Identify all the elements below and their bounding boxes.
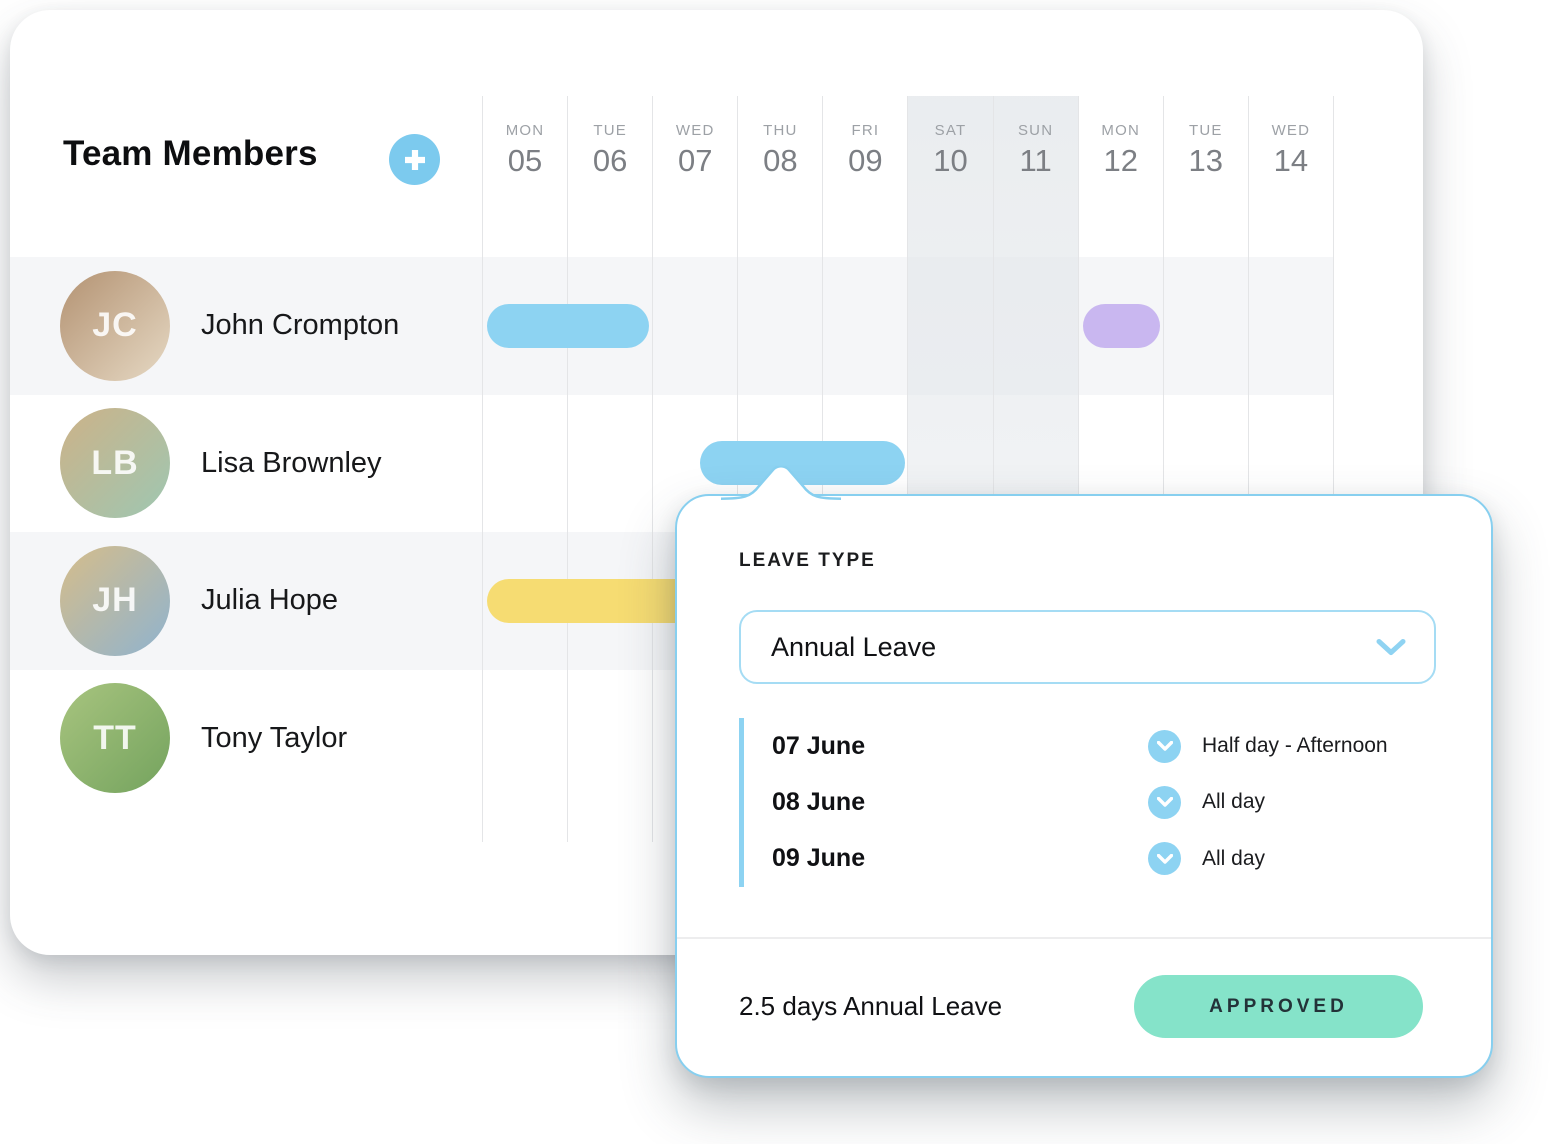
leave-type-label: LEAVE TYPE	[739, 550, 876, 571]
entry-duration-label: All day	[1202, 790, 1266, 814]
member-row: JH Julia Hope	[60, 532, 338, 670]
day-number-label: 08	[763, 143, 798, 178]
day-number-label: 14	[1273, 143, 1309, 178]
day-of-week-label: FRI	[851, 122, 880, 139]
day-of-week-label: THU	[763, 122, 798, 139]
leave-entries: 07 June Half day - Afternoon 08 Ju	[739, 718, 1433, 887]
entry-date: 09 June	[772, 844, 866, 873]
day-number-label: 06	[592, 143, 628, 178]
day-column: WED 07	[652, 96, 737, 842]
day-column: TUE 13	[1162, 96, 1248, 842]
chevron-down-circle-icon	[1148, 729, 1181, 763]
entry-duration-select[interactable]: Half day - Afternoon	[1148, 729, 1388, 763]
avatar: JC	[60, 270, 170, 381]
day-of-week-label: SAT	[934, 122, 967, 139]
entry-duration-select[interactable]: All day	[1148, 785, 1266, 819]
leave-bar-purple[interactable]	[1082, 303, 1160, 348]
day-of-week-label: SUN	[1017, 122, 1054, 139]
day-number-label: 05	[507, 143, 543, 178]
day-of-week-label: MON	[505, 122, 545, 139]
chevron-down-circle-icon	[1148, 785, 1181, 819]
day-number-label: 11	[1019, 143, 1052, 178]
leave-entry-row: 09 June All day	[772, 831, 1433, 887]
leave-type-value: Annual Leave	[771, 631, 937, 662]
day-number-label: 09	[848, 143, 883, 178]
member-name: Lisa Brownley	[201, 446, 382, 479]
chevron-down-circle-icon	[1148, 842, 1181, 876]
popup-divider	[677, 936, 1491, 939]
popup-pointer	[721, 466, 841, 500]
add-member-button[interactable]	[389, 134, 440, 185]
member-name: Tony Taylor	[201, 721, 348, 754]
plus-icon	[404, 149, 425, 170]
day-number-label: 10	[933, 143, 968, 178]
member-name: Julia Hope	[201, 584, 339, 617]
chevron-down-icon	[1376, 639, 1406, 655]
entry-duration-select[interactable]: All day	[1148, 842, 1266, 876]
day-of-week-label: WED	[1271, 122, 1311, 139]
popup-body: LEAVE TYPE Annual Leave 07 June	[677, 496, 1491, 887]
status-approved-badge: APPROVED	[1134, 975, 1423, 1039]
entry-duration-label: Half day - Afternoon	[1202, 734, 1388, 758]
entry-date: 08 June	[772, 787, 866, 816]
day-number-label: 12	[1103, 143, 1138, 178]
leave-type-dropdown[interactable]: Annual Leave	[739, 610, 1436, 684]
leave-details-popup: LEAVE TYPE Annual Leave 07 June	[675, 466, 1493, 1081]
leave-summary: 2.5 days Annual Leave	[739, 991, 1003, 1022]
member-name: John Crompton	[201, 309, 400, 342]
day-column: MON 12	[1077, 96, 1163, 842]
page-title: Team Members	[63, 134, 318, 173]
day-column: TUE 06	[567, 96, 652, 842]
avatar: JH	[60, 545, 170, 656]
day-of-week-label: WED	[675, 122, 715, 139]
popup-footer: 2.5 days Annual Leave APPROVED	[677, 939, 1491, 1081]
day-number-label: 13	[1188, 143, 1224, 178]
avatar: TT	[60, 683, 170, 794]
day-column: MON 05	[482, 96, 567, 842]
member-row: LB Lisa Brownley	[60, 395, 382, 533]
leave-bar-blue[interactable]	[699, 441, 905, 485]
entry-duration-label: All day	[1202, 846, 1266, 870]
member-row: JC John Crompton	[60, 257, 399, 395]
day-of-week-label: MON	[1101, 122, 1140, 139]
entry-date: 07 June	[772, 731, 866, 760]
day-of-week-label: TUE	[593, 122, 627, 139]
member-row: TT Tony Taylor	[60, 670, 347, 808]
leave-bar-blue[interactable]	[487, 303, 650, 348]
day-number-label: 07	[677, 143, 713, 178]
avatar: LB	[60, 408, 170, 519]
leave-entry-row: 08 June All day	[772, 774, 1433, 830]
day-column: WED 14	[1247, 96, 1333, 842]
day-of-week-label: TUE	[1188, 122, 1223, 139]
leave-entry-row: 07 June Half day - Afternoon	[772, 718, 1433, 774]
